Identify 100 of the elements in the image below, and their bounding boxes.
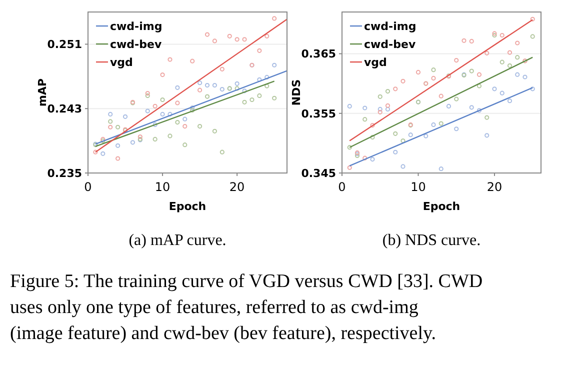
point bbox=[220, 66, 224, 72]
point bbox=[515, 55, 520, 60]
point bbox=[469, 38, 474, 44]
point bbox=[347, 145, 352, 150]
point bbox=[250, 97, 254, 102]
point bbox=[108, 124, 113, 130]
point bbox=[204, 94, 210, 99]
y-axis-title: mAP bbox=[36, 78, 49, 107]
point bbox=[393, 86, 398, 92]
legend-label: vgd bbox=[110, 56, 133, 69]
point bbox=[264, 34, 270, 38]
point bbox=[272, 16, 277, 21]
point bbox=[347, 104, 352, 109]
point bbox=[242, 37, 247, 42]
point bbox=[175, 85, 180, 90]
y-axis-title: NDS bbox=[290, 79, 303, 106]
y-tick-label: 0.251 bbox=[47, 38, 82, 52]
point bbox=[431, 68, 436, 72]
point bbox=[454, 96, 459, 102]
point bbox=[272, 96, 277, 100]
text: (a) mAP curve. bbox=[128, 232, 226, 249]
point bbox=[212, 128, 218, 134]
point bbox=[152, 136, 158, 142]
point bbox=[198, 124, 202, 129]
point bbox=[198, 88, 202, 92]
point bbox=[182, 116, 188, 122]
point bbox=[500, 32, 504, 38]
point bbox=[378, 94, 382, 99]
point bbox=[362, 106, 368, 110]
point bbox=[168, 57, 172, 62]
point bbox=[500, 60, 504, 64]
point bbox=[272, 62, 277, 68]
point bbox=[220, 86, 224, 92]
x-tick-label: 10 bbox=[154, 180, 170, 194]
point bbox=[408, 132, 413, 138]
point bbox=[454, 126, 459, 132]
point bbox=[212, 82, 218, 88]
point bbox=[462, 38, 466, 43]
legend-label: cwd-bev bbox=[110, 38, 162, 51]
point bbox=[469, 105, 474, 110]
legend-label: cwd-bev bbox=[364, 38, 416, 51]
y-tick-label: 0.345 bbox=[301, 167, 336, 180]
point bbox=[484, 133, 490, 138]
x-axis-title: Epoch bbox=[168, 200, 206, 213]
point bbox=[400, 164, 406, 169]
point bbox=[175, 120, 180, 125]
point bbox=[204, 32, 210, 37]
point bbox=[138, 134, 142, 140]
y-tick-label: 0.365 bbox=[301, 48, 336, 61]
y-tick-label: 0.243 bbox=[47, 102, 82, 116]
point bbox=[492, 86, 497, 92]
point bbox=[385, 89, 390, 94]
point bbox=[190, 108, 195, 113]
point bbox=[515, 72, 520, 77]
point bbox=[160, 97, 165, 102]
point bbox=[190, 105, 195, 110]
point bbox=[424, 134, 428, 138]
point bbox=[530, 86, 535, 92]
point bbox=[370, 156, 375, 162]
point bbox=[362, 117, 368, 122]
point bbox=[370, 122, 375, 128]
point bbox=[108, 119, 113, 124]
point bbox=[234, 81, 240, 86]
point bbox=[116, 143, 120, 148]
point bbox=[264, 74, 270, 80]
point bbox=[198, 80, 202, 86]
point bbox=[393, 150, 398, 154]
point bbox=[234, 37, 240, 42]
point bbox=[116, 124, 120, 130]
legend-label: cwd-img bbox=[364, 20, 416, 33]
point bbox=[257, 48, 262, 53]
point bbox=[476, 84, 482, 88]
point bbox=[130, 140, 136, 145]
caption: Figure 5: The training curve of VGD versus CWD [33]. CWD uses only one type of features, referred to as cwd-img (image feature) and cwd-bev (bev feature), respectively. bbox=[10, 271, 483, 344]
point bbox=[182, 142, 188, 148]
point bbox=[175, 100, 180, 106]
point bbox=[515, 40, 520, 46]
point bbox=[522, 74, 528, 80]
point bbox=[370, 134, 375, 140]
point bbox=[431, 122, 436, 127]
point bbox=[400, 78, 406, 84]
point bbox=[182, 124, 188, 129]
point bbox=[242, 100, 247, 104]
point bbox=[116, 156, 120, 161]
point bbox=[438, 94, 444, 98]
x-tick-label: 0 bbox=[84, 180, 92, 194]
point bbox=[122, 114, 128, 119]
point bbox=[507, 63, 512, 68]
point bbox=[530, 34, 535, 39]
point bbox=[507, 50, 512, 55]
point bbox=[220, 150, 224, 154]
point bbox=[446, 104, 452, 109]
point bbox=[264, 84, 270, 88]
point bbox=[160, 112, 165, 117]
point bbox=[484, 50, 490, 56]
point bbox=[476, 108, 482, 113]
x-tick-label: 20 bbox=[229, 180, 245, 194]
x-tick-label: 10 bbox=[410, 180, 426, 194]
point bbox=[257, 77, 262, 82]
point bbox=[257, 93, 262, 98]
